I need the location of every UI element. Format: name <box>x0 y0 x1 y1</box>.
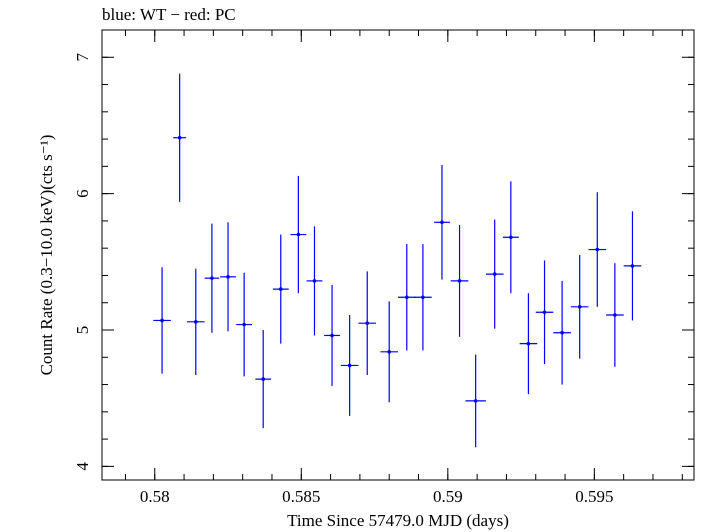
point-marker <box>473 399 478 403</box>
data-point <box>272 234 289 344</box>
data-point <box>606 263 624 367</box>
data-point <box>465 354 486 448</box>
data-point <box>290 175 307 294</box>
point-marker <box>613 313 617 317</box>
point-marker <box>210 276 214 280</box>
data-point <box>588 192 607 307</box>
x-tick-label: 0.58 <box>140 487 170 506</box>
point-marker <box>404 295 409 300</box>
data-point <box>220 222 236 332</box>
point-marker <box>261 377 265 381</box>
point-marker <box>542 310 547 315</box>
data-point <box>570 255 589 359</box>
plot-frame <box>101 29 695 481</box>
point-marker <box>440 220 444 225</box>
data-point <box>450 225 469 337</box>
data-point <box>186 268 205 375</box>
point-marker <box>312 279 317 283</box>
data-point <box>535 260 554 365</box>
data-point <box>434 165 450 280</box>
point-marker <box>330 333 334 338</box>
point-marker <box>387 350 392 354</box>
point-marker <box>365 321 370 325</box>
point-marker <box>193 320 198 324</box>
point-marker <box>347 363 352 368</box>
point-marker <box>577 305 582 309</box>
point-marker <box>560 330 564 335</box>
data-point <box>380 301 398 403</box>
y-axis-label: Count Rate (0.3−10.0 keV)(cts s⁻¹) <box>37 135 56 376</box>
point-marker <box>226 275 230 279</box>
x-axis-label: Time Since 57479.0 MJD (days) <box>287 511 509 530</box>
data-point <box>485 219 504 329</box>
x-tick-label: 0.585 <box>282 487 320 506</box>
data-point <box>340 315 359 416</box>
data-point <box>236 272 253 377</box>
chart-title: blue: WT − red: PC <box>102 5 236 24</box>
y-tick-label: 5 <box>73 326 92 335</box>
x-tick-label: 0.595 <box>575 487 613 506</box>
data-series-wt <box>153 73 642 448</box>
data-point <box>255 330 272 429</box>
data-point <box>519 293 538 395</box>
data-point <box>173 73 187 202</box>
data-point <box>204 223 220 333</box>
data-point <box>502 181 519 294</box>
data-point <box>623 211 642 321</box>
y-axis: 4 5 6 7 <box>73 53 694 471</box>
data-point <box>358 271 377 375</box>
point-marker <box>509 235 513 240</box>
data-point <box>414 244 432 351</box>
point-marker <box>177 135 182 140</box>
x-tick-label: 0.59 <box>433 487 463 506</box>
data-point <box>553 280 571 385</box>
point-marker <box>595 247 600 252</box>
point-marker <box>278 287 283 291</box>
data-point <box>398 244 416 351</box>
point-marker <box>296 232 301 237</box>
y-tick-label: 6 <box>73 189 92 198</box>
y-tick-label: 4 <box>73 462 92 471</box>
data-point <box>324 285 340 386</box>
data-point <box>306 226 323 336</box>
x-axis: 0.58 0.585 0.59 0.595 <box>124 30 683 506</box>
point-marker <box>526 341 531 346</box>
point-marker <box>457 279 462 283</box>
point-marker <box>421 295 425 300</box>
point-marker <box>160 318 164 323</box>
point-marker <box>242 322 246 327</box>
y-tick-label: 7 <box>73 53 92 62</box>
data-point <box>153 267 171 374</box>
point-marker <box>492 272 497 276</box>
point-marker <box>630 264 635 268</box>
